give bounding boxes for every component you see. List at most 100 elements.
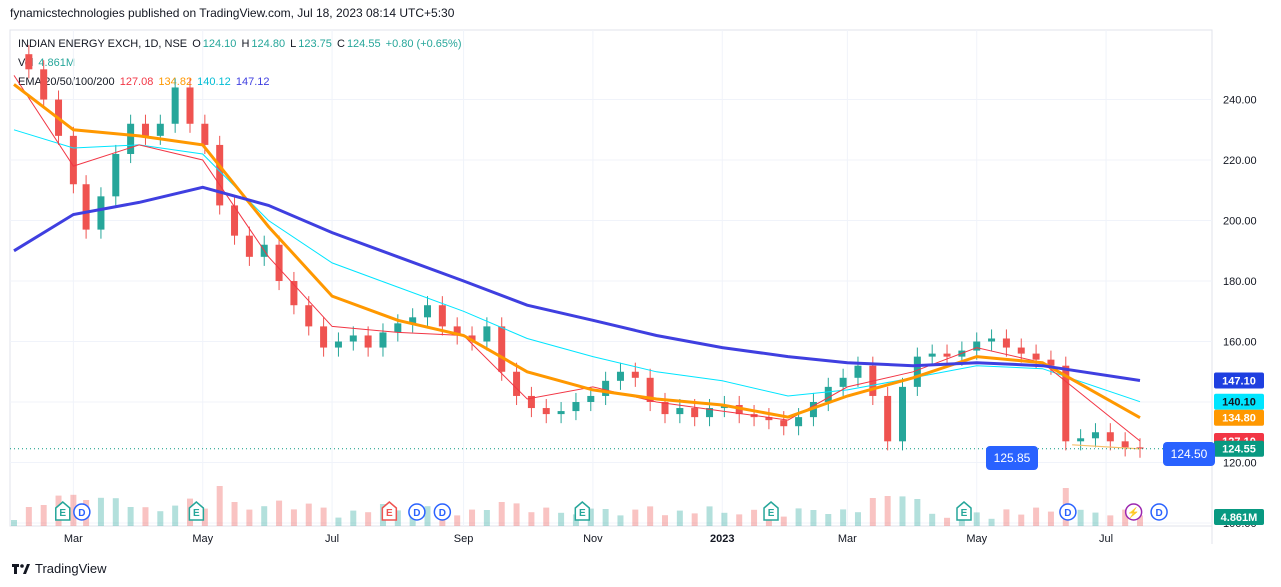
volume-bar	[691, 513, 698, 526]
candle-body	[913, 356, 921, 387]
ema200-value: 147.12	[235, 76, 270, 88]
earnings-marker	[55, 501, 71, 521]
volume-bar	[276, 500, 283, 526]
candle-body	[1077, 438, 1085, 442]
ohlc-change: +0.80 (+0.65%)	[385, 38, 462, 50]
candle-body	[943, 353, 951, 357]
x-tick-label: Jul	[1099, 533, 1113, 545]
event-marker-label: E	[579, 508, 586, 519]
volume-bar	[97, 497, 104, 526]
volume-bar	[543, 507, 550, 526]
candle-body	[305, 305, 313, 327]
volume-bar	[973, 512, 980, 526]
candle-body	[616, 371, 624, 381]
projection-line	[1072, 444, 1141, 450]
split-marker	[1124, 503, 1143, 521]
dividend-marker	[433, 503, 452, 521]
x-tick-label: Mar	[838, 533, 857, 545]
volume-bar	[216, 486, 223, 526]
earnings-marker	[381, 501, 398, 521]
candle-body	[706, 408, 714, 418]
volume-bar	[261, 506, 268, 526]
candle-body	[631, 371, 639, 378]
event-marker-label: D	[78, 508, 85, 519]
candle-body	[928, 353, 936, 357]
candle-body	[483, 326, 491, 342]
candle-body	[1002, 338, 1010, 348]
event-marker-label: E	[768, 508, 775, 519]
candle-body	[40, 69, 48, 100]
volume-bar	[409, 515, 416, 526]
volume-bar	[394, 510, 401, 526]
candle-body	[557, 411, 565, 415]
ema200-line	[13, 185, 1141, 382]
event-marker-label: E	[193, 508, 200, 519]
candle-body	[572, 402, 580, 412]
volume-bar	[365, 512, 372, 526]
symbol-label: INDIAN ENERGY EXCH, 1D, NSE	[18, 38, 188, 50]
axis-price-label-text: 140.10	[1222, 397, 1256, 409]
candle-body	[69, 135, 77, 185]
volume-bar	[201, 508, 208, 526]
volume-bar	[929, 513, 936, 526]
candle-body	[587, 395, 595, 402]
volume-bar	[335, 517, 342, 526]
candle-body	[468, 335, 476, 342]
candle-body	[171, 87, 179, 124]
x-tick-label: May	[966, 533, 987, 545]
volume-bar	[558, 512, 565, 526]
volume-bar	[602, 509, 609, 526]
earnings-marker	[574, 501, 591, 521]
tradingview-logo-icon	[12, 563, 30, 574]
event-marker-label: E	[386, 508, 393, 519]
candle-body	[379, 332, 387, 348]
volume-bar	[513, 503, 520, 526]
volume-bar	[1047, 511, 1054, 526]
x-tick-label: May	[192, 533, 213, 545]
candle-body	[112, 154, 120, 197]
tradingview-footer: TradingView	[12, 561, 107, 576]
x-tick-label: Mar	[64, 533, 83, 545]
dividend-marker	[408, 503, 426, 521]
candle-body	[409, 317, 417, 324]
volume-value: 4.861M	[38, 57, 76, 69]
volume-bar	[854, 512, 861, 526]
volume-bar	[1137, 515, 1143, 526]
volume-bar	[647, 506, 654, 526]
annotation-text: 124.50	[1171, 447, 1208, 461]
candle-body	[82, 184, 90, 230]
y-tick-label: 160.00	[1223, 337, 1257, 349]
volume-bar	[840, 509, 847, 526]
candle-body	[141, 123, 149, 136]
volume-bar	[706, 506, 713, 526]
volume-bar	[662, 515, 669, 526]
volume-bar	[498, 502, 505, 526]
annotation-text: 125.85	[994, 451, 1031, 465]
dividend-marker	[1059, 503, 1077, 521]
candle-body	[25, 54, 33, 70]
volume-bar	[617, 515, 624, 526]
ema20-value: 127.08	[119, 76, 154, 88]
event-marker-label: D	[1064, 508, 1071, 519]
axis-price-label-text: 147.10	[1222, 376, 1256, 388]
candle-body	[275, 244, 283, 282]
candle-body	[795, 417, 803, 427]
candle-body	[1032, 353, 1040, 360]
candle-body	[676, 408, 684, 415]
legend-row-symbol: INDIAN ENERGY EXCH, 1D, NSE O 124.10 H 124…	[18, 35, 464, 54]
volume-bar	[305, 503, 312, 526]
candle-body	[1047, 359, 1055, 366]
volume-bar	[290, 509, 297, 526]
ohlc-close: 124.55	[346, 38, 381, 50]
candle-body	[216, 144, 224, 206]
ema50-line	[13, 83, 1141, 420]
ohlc-close-label: C	[336, 38, 345, 50]
volume-bar	[25, 507, 32, 526]
volume-bar	[231, 502, 238, 526]
event-marker-label: D	[439, 508, 446, 519]
y-tick-label: 240.00	[1223, 95, 1257, 107]
y-tick-label: 120.00	[1223, 457, 1257, 469]
volume-bar	[899, 496, 906, 526]
axis-price-label-bg	[1214, 372, 1264, 389]
